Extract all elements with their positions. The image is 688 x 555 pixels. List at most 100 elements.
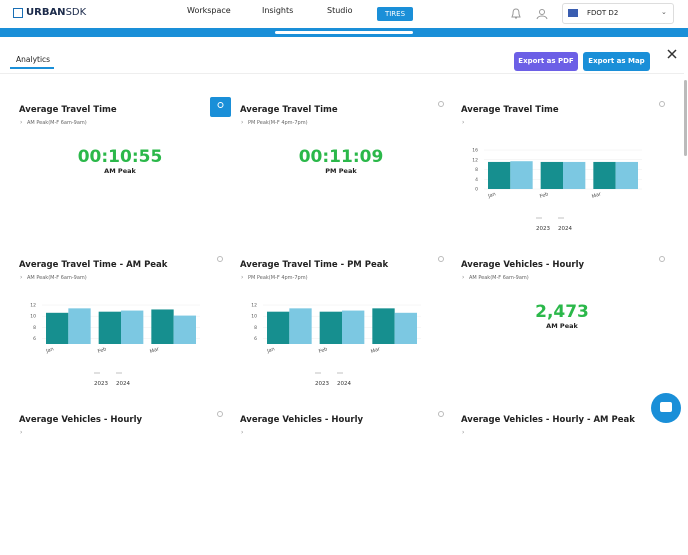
pin-button[interactable] <box>436 255 446 265</box>
bar <box>615 161 638 189</box>
pin-icon <box>438 101 444 107</box>
bar-chart: 6 8 10 12 Jan Feb Mar 2023 2024 <box>30 303 200 387</box>
bar <box>68 308 91 344</box>
card-title: Average Vehicles - Hourly - AM Peak <box>461 415 635 425</box>
bar <box>342 310 365 344</box>
card-title: Average Vehicles - Hourly <box>19 415 143 425</box>
card: Average Travel Time › 0 4 8 12 16 Jan Feb Mar 2023… <box>452 95 665 245</box>
nav-strip <box>0 28 688 37</box>
card-title: Average Travel Time <box>19 105 117 115</box>
bar <box>319 311 342 344</box>
user-icon[interactable] <box>536 8 548 20</box>
pin-button[interactable] <box>657 255 667 265</box>
divider <box>0 73 684 74</box>
chat-icon <box>660 402 672 412</box>
card-title: Average Travel Time <box>240 105 338 115</box>
x-tick-label: Feb <box>539 191 549 200</box>
legend-label: 2023 <box>94 381 108 387</box>
pin-button[interactable] <box>657 100 667 110</box>
page: URBANSDK Workspace Insights Studio TIRES… <box>0 0 688 436</box>
x-tick-label: Mar <box>149 346 161 355</box>
pin-button[interactable] <box>210 97 231 117</box>
caret: › <box>462 274 465 281</box>
top-nav: URBANSDK Workspace Insights Studio TIRES… <box>0 0 688 28</box>
card: Average Travel Time - PM Peak › PM Peak(M-… <box>231 250 444 400</box>
card-title: Average Travel Time - AM Peak <box>19 260 168 270</box>
x-tick-label: Mar <box>591 191 603 200</box>
nav-item[interactable]: Workspace <box>187 6 231 15</box>
metric-label: PM Peak <box>325 167 357 175</box>
y-tick-label: 8 <box>254 325 257 331</box>
legend-label: 2024 <box>337 381 351 387</box>
legend-label: 2023 <box>315 381 329 387</box>
bar <box>173 315 196 344</box>
bar-chart: 0 4 8 12 16 Jan Feb Mar 2023 2024 <box>472 148 642 232</box>
metric-label: AM Peak <box>546 322 578 330</box>
scrollbar[interactable] <box>684 80 687 156</box>
y-tick-label: 6 <box>33 336 36 342</box>
y-tick-label: 8 <box>475 167 478 173</box>
nav-item[interactable]: Studio <box>327 6 353 15</box>
nav-item[interactable]: Insights <box>262 6 294 15</box>
pin-icon <box>217 102 224 108</box>
chat-button[interactable] <box>651 393 681 423</box>
metric-value: 00:10:55 <box>77 147 163 167</box>
legend-label: 2024 <box>116 381 130 387</box>
x-tick-label: Jan <box>44 346 54 355</box>
y-tick-label: 16 <box>472 148 478 154</box>
metric-value: 2,473 <box>535 302 589 322</box>
y-tick-label: 12 <box>472 157 478 163</box>
bar <box>121 310 144 344</box>
card-subtitle: PM Peak(M-F 4pm-7pm) <box>248 120 308 126</box>
card-subtitle: AM Peak(M-F 6am-9am) <box>27 120 87 126</box>
pin-icon <box>659 256 665 262</box>
export-map-button[interactable]: Export as Map <box>583 52 650 71</box>
bell-icon[interactable] <box>510 8 522 20</box>
card: Average Vehicles - Hourly › <box>231 405 444 555</box>
pin-button[interactable] <box>436 100 446 110</box>
y-tick-label: 8 <box>33 325 36 331</box>
drag-handle[interactable] <box>275 31 413 34</box>
card-subtitle: AM Peak(M-F 6am-9am) <box>27 275 87 281</box>
card: Average Vehicles - Hourly › AM Peak(M-F 6a… <box>452 250 665 400</box>
logo-icon <box>13 8 23 18</box>
pin-button[interactable] <box>215 410 225 420</box>
logo-suffix: SDK <box>65 7 87 18</box>
card: Average Travel Time › AM Peak(M-F 6am-9am)… <box>10 95 231 245</box>
caret: › <box>20 119 23 126</box>
x-tick-label: Feb <box>318 346 328 355</box>
bar <box>563 161 586 189</box>
y-tick-label: 12 <box>30 303 36 309</box>
card: Average Travel Time › PM Peak(M-F 4pm-7pm)… <box>231 95 444 245</box>
org-select[interactable]: FDOT D2 ⌄ <box>562 3 674 24</box>
bar <box>372 308 395 344</box>
bar <box>289 308 312 344</box>
caret: › <box>462 429 465 436</box>
pin-icon <box>438 411 444 417</box>
pin-button[interactable] <box>215 255 225 265</box>
nav-item-active[interactable]: TIRES <box>377 7 413 21</box>
legend-label: 2023 <box>536 226 550 232</box>
pin-button[interactable] <box>436 410 446 420</box>
card: Average Vehicles - Hourly › <box>10 405 223 555</box>
pin-icon <box>217 411 223 417</box>
y-tick-label: 10 <box>251 314 257 320</box>
bar-chart: 6 8 10 12 Jan Feb Mar 2023 2024 <box>251 303 421 387</box>
caret: › <box>241 119 244 126</box>
caret: › <box>241 429 244 436</box>
logo[interactable]: URBANSDK <box>26 7 86 18</box>
bar <box>593 161 616 189</box>
card-subtitle: PM Peak(M-F 4pm-7pm) <box>248 275 308 281</box>
y-tick-label: 12 <box>251 303 257 309</box>
bar <box>510 161 533 189</box>
tab[interactable]: Analytics <box>16 55 51 64</box>
y-tick-label: 10 <box>30 314 36 320</box>
export-pdf-button[interactable]: Export as PDF <box>514 52 578 71</box>
tab-underline <box>10 67 54 69</box>
card-title: Average Vehicles - Hourly <box>240 415 364 425</box>
pin-icon <box>659 101 665 107</box>
close-button[interactable] <box>666 48 678 60</box>
pin-icon <box>438 256 444 262</box>
org-name: FDOT D2 <box>587 9 619 17</box>
org-flag <box>568 9 578 17</box>
